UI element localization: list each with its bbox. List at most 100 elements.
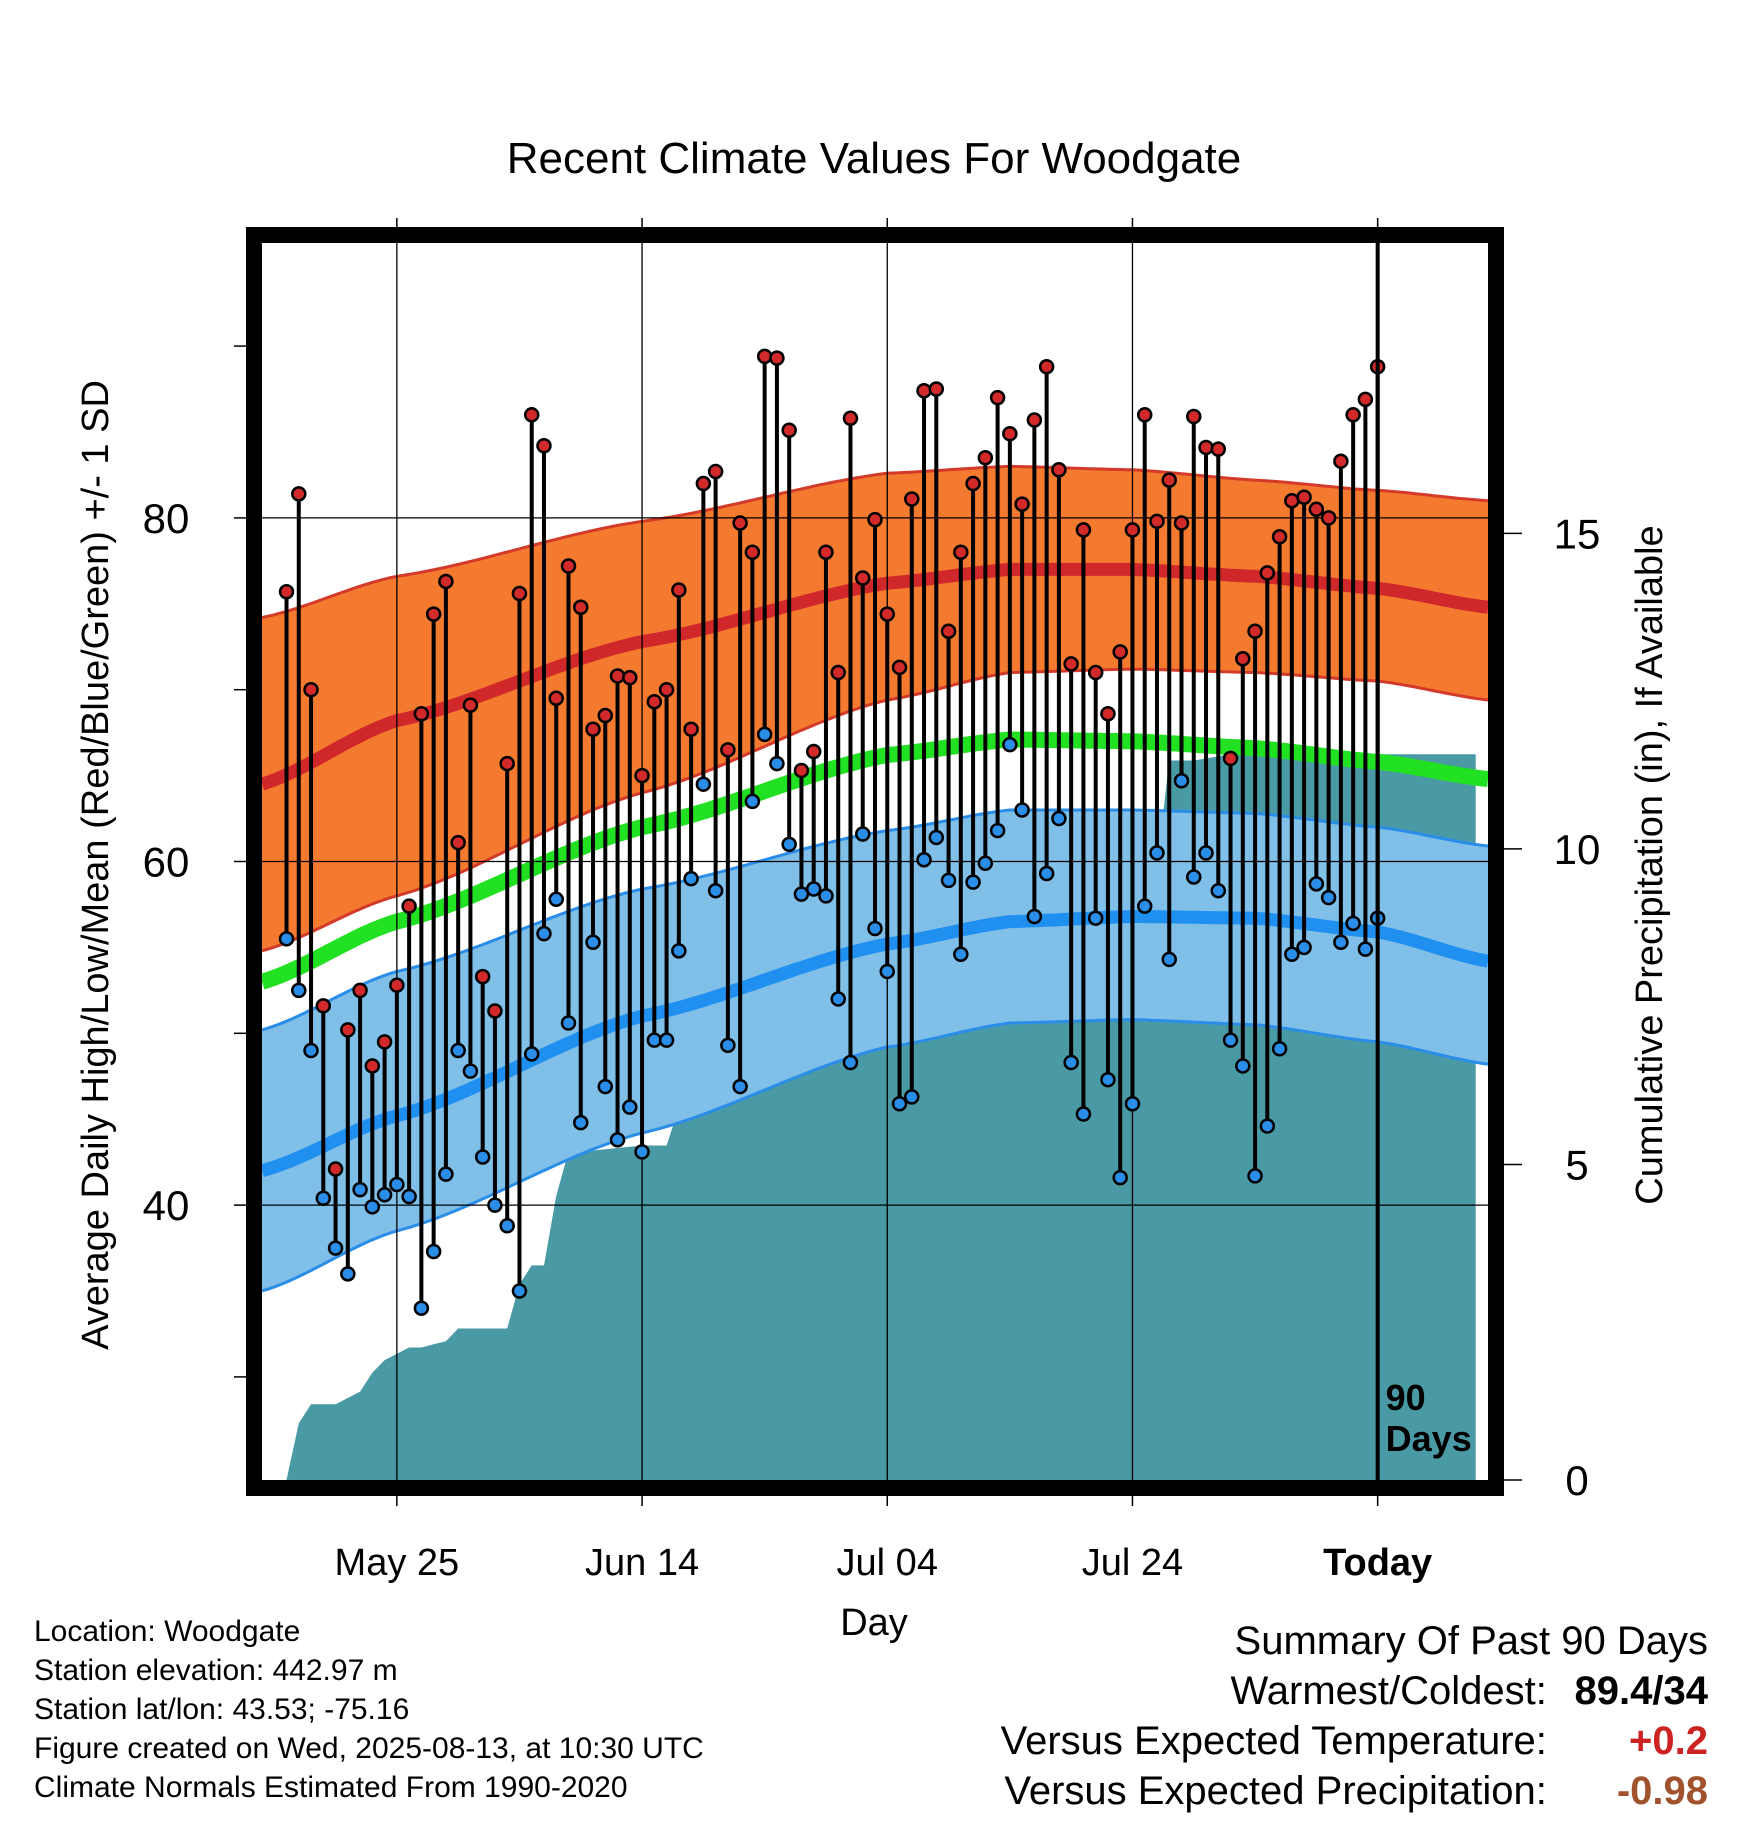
daily-high-point [1222,750,1239,767]
daily-low-point [523,1046,540,1062]
daily-low-point [1333,934,1349,950]
y2-tick-label: 10 [1554,826,1601,873]
daily-high-point [376,1034,393,1050]
x-tick-label: Jul 24 [1082,1542,1183,1584]
daily-high-point [499,755,515,772]
station-info: Location: Woodgate Station elevation: 44… [34,1612,704,1807]
daily-high-point [487,1003,503,1019]
daily-high-point [1198,439,1214,456]
daily-low-point [1051,810,1067,827]
daily-low-point [1087,910,1104,926]
daily-low-point [315,1190,332,1206]
daily-high-point [1320,510,1337,526]
daily-low-point [634,1144,650,1160]
daily-high-point [548,690,564,707]
daily-low-point [303,1042,319,1059]
daily-high-point [744,544,761,560]
x-tick-label: Jul 04 [837,1542,938,1584]
daily-high-point [1210,441,1227,457]
daily-high-point [1357,391,1374,408]
daily-low-point [401,1188,417,1205]
daily-low-point [1320,889,1337,906]
daily-low-point [1210,882,1227,899]
x-tick-label: Jun 14 [585,1542,699,1584]
daily-high-point [364,1058,381,1074]
daily-high-point [830,664,846,681]
daily-low-point [720,1037,736,1054]
daily-high-point [646,693,663,710]
daily-low-point [695,776,712,792]
daily-low-point [756,726,773,743]
summary-panel: Summary Of Past 90 Days Warmest/Coldest:… [1001,1616,1708,1816]
daily-high-point [1124,522,1141,538]
daily-high-point [842,410,859,426]
x-axis-label: Day [840,1602,908,1644]
daily-high-point [756,348,773,365]
daily-high-point [989,389,1006,406]
daily-low-point [573,1114,589,1131]
daily-low-point [438,1166,454,1182]
daily-low-point [744,793,761,810]
daily-high-point [683,721,699,737]
daily-low-point [450,1042,466,1059]
daily-high-point [793,762,810,779]
daily-high-point [769,350,785,366]
daily-high-point [1296,489,1312,506]
daily-low-point [1112,1169,1128,1186]
daily-high-point [695,475,712,492]
daily-low-point [1026,908,1043,925]
x-tick-label: May 25 [335,1542,460,1584]
daily-high-point [1112,644,1128,660]
daily-high-point [1247,623,1263,640]
daily-high-point [781,422,797,439]
daily-low-point [916,852,932,868]
daily-high-point [609,668,626,684]
daily-low-point [609,1132,626,1148]
daily-low-point [769,755,785,772]
daily-high-point [511,585,528,602]
daily-high-point [916,383,932,399]
daily-low-point [732,1078,748,1095]
x-tick-label: Today [1323,1542,1432,1584]
daily-high-point [707,463,724,480]
daily-high-point [1259,565,1276,581]
daily-low-point [389,1176,405,1193]
daily-low-point [1296,939,1312,956]
daily-high-point [867,511,883,528]
daily-high-point [315,998,332,1014]
daily-high-point [573,599,589,615]
daily-high-point [928,381,945,397]
daily-high-point [462,697,479,713]
daily-low-point [1173,773,1190,789]
normals-text: Climate Normals Estimated From 1990-2020 [34,1771,628,1804]
daily-high-point [891,659,908,676]
daily-high-point [560,558,577,574]
precip-vs-expected-label: Versus Expected Precipitation: [1004,1769,1547,1813]
daily-low-point [781,836,797,853]
daily-low-point [585,934,601,950]
daily-high-point [818,544,834,560]
daily-low-point [671,943,687,959]
daily-high-point [523,407,540,423]
daily-low-point [1308,876,1325,892]
daily-low-point [1198,845,1214,861]
daily-low-point [1284,946,1300,963]
daily-low-point [842,1054,859,1071]
daily-high-point [1271,529,1288,545]
daily-low-point [1357,941,1374,957]
daily-high-point [904,491,920,507]
daily-low-point [364,1199,381,1215]
daily-high-point [1002,425,1018,442]
daily-high-point [1051,462,1067,478]
chart-title: Recent Climate Values For Woodgate [507,134,1242,183]
warmest-coldest-label: Warmest/Coldest: [1230,1669,1547,1713]
daily-low-point [904,1089,920,1105]
daily-high-point [327,1161,344,1177]
daily-high-point [474,968,491,985]
daily-high-point [720,742,736,758]
daily-low-point [1271,1041,1288,1057]
daily-high-point [622,669,638,686]
daily-low-point [376,1187,393,1203]
daily-high-point [278,584,295,600]
daily-low-point [425,1243,442,1260]
